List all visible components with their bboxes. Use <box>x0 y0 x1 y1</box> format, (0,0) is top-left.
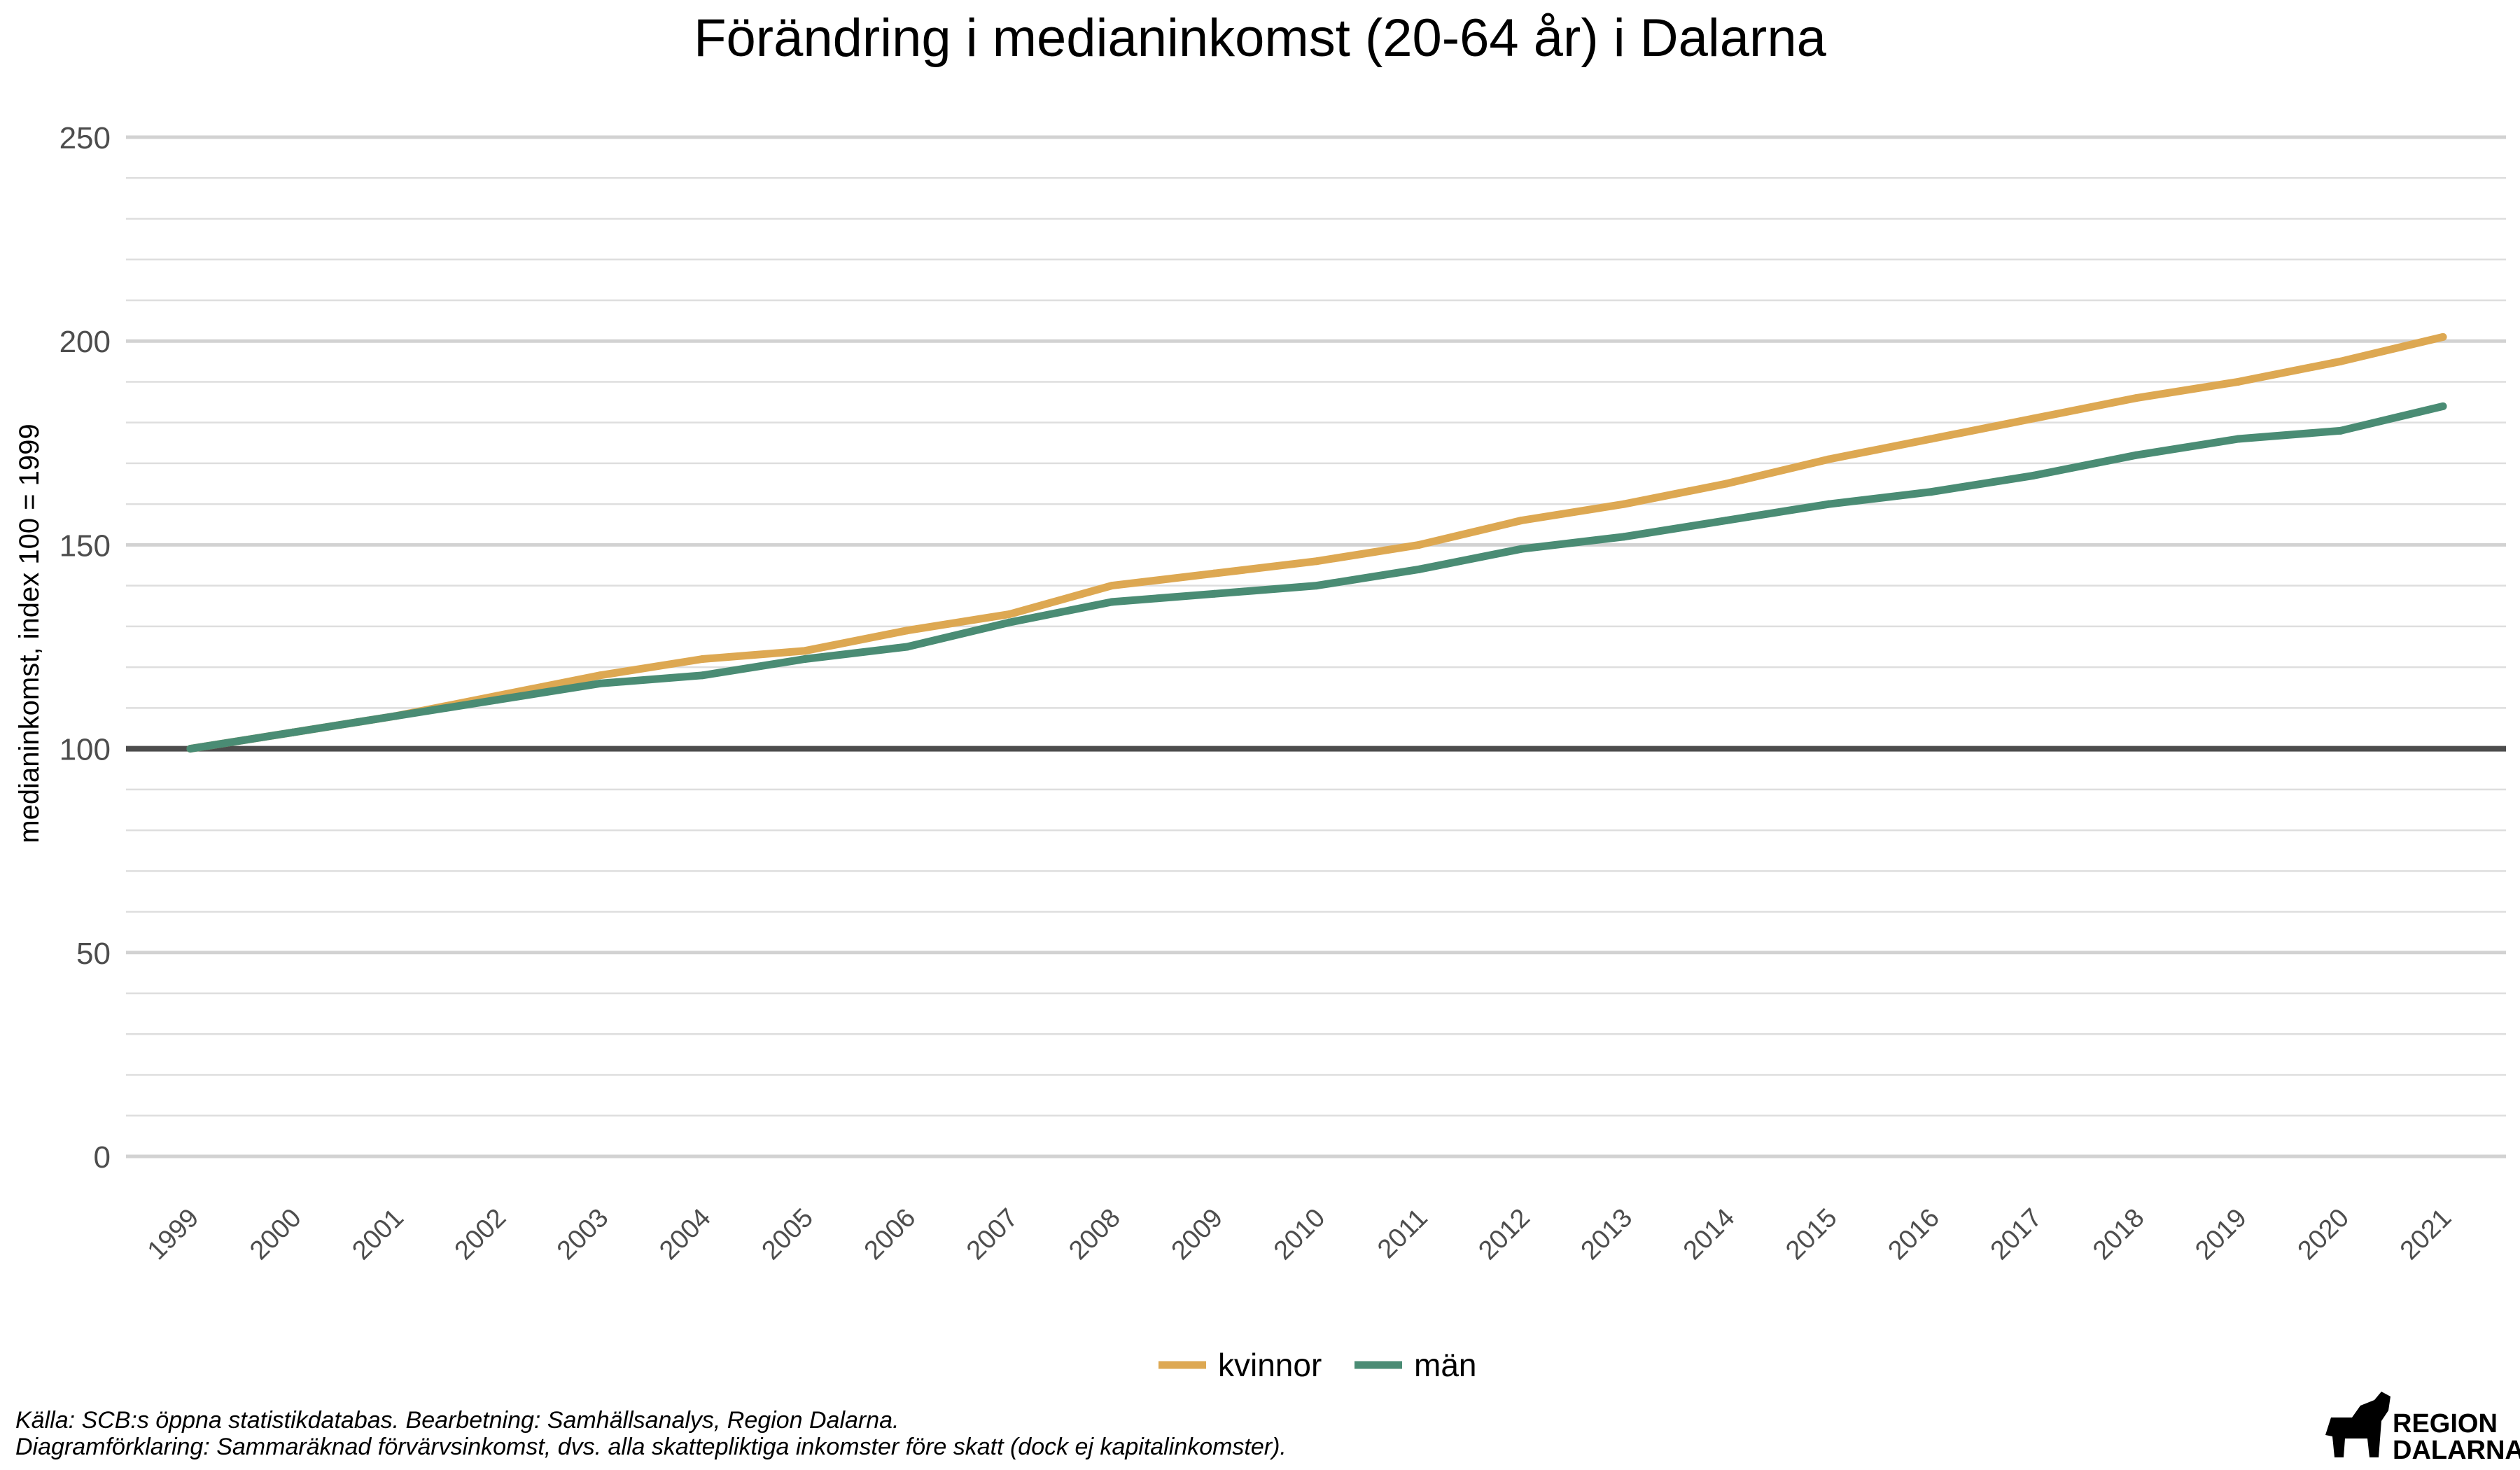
x-tick-label: 2021 <box>2395 1203 2457 1266</box>
data-point <box>1415 565 1423 573</box>
y-tick-label: 50 <box>76 937 111 971</box>
y-axis-ticks: 0 50 100 150 200 250 <box>59 121 111 1175</box>
series-kvinnor <box>186 332 2447 753</box>
data-point <box>391 712 400 720</box>
data-point <box>1927 488 1935 496</box>
series-line <box>186 332 2447 753</box>
data-point <box>1005 610 1014 618</box>
logo-text-dalarna: DALARNA <box>2393 1436 2520 1465</box>
data-point <box>2337 426 2345 435</box>
x-tick-label: 2004 <box>654 1203 716 1266</box>
data-point <box>2439 332 2447 341</box>
x-tick-label: 2010 <box>1268 1203 1331 1266</box>
x-tick-label: 2019 <box>2190 1203 2252 1266</box>
legend-label: kvinnor <box>1218 1347 1322 1383</box>
data-point <box>2234 377 2242 386</box>
data-point <box>2132 451 2140 459</box>
data-point <box>1722 479 1730 488</box>
x-tick-label: 2009 <box>1166 1203 1228 1266</box>
y-tick-label: 200 <box>59 325 111 359</box>
y-tick-label: 100 <box>59 733 111 767</box>
x-tick-label: 2006 <box>859 1203 921 1266</box>
x-tick-label: 2001 <box>346 1203 409 1266</box>
data-point <box>186 745 195 753</box>
legend: kvinnor män <box>1158 1347 1476 1383</box>
x-tick-label: 2007 <box>961 1203 1023 1266</box>
data-point <box>903 643 911 651</box>
region-dalarna-logo: REGION DALARNA <box>2325 1392 2520 1465</box>
data-point <box>2234 435 2242 443</box>
y-tick-label: 250 <box>59 121 111 155</box>
chart-title: Förändring i medianinkomst (20-64 år) i … <box>694 8 1827 68</box>
data-point <box>2132 394 2140 402</box>
x-tick-label: 2008 <box>1063 1203 1126 1266</box>
x-tick-label: 2015 <box>1780 1203 1842 1266</box>
x-tick-label: 2011 <box>1372 1203 1433 1264</box>
data-point <box>1312 582 1321 590</box>
y-axis-label: medianinkomst, index 100 = 1999 <box>14 424 45 843</box>
data-point <box>1210 569 1219 578</box>
data-point <box>801 654 809 663</box>
data-point <box>2029 414 2038 423</box>
data-point <box>288 728 297 736</box>
data-point <box>596 679 604 687</box>
data-point <box>1620 533 1628 541</box>
data-point <box>2337 357 2345 365</box>
data-point <box>1210 589 1219 598</box>
series-line <box>186 402 2447 753</box>
data-point <box>493 696 502 704</box>
legend-item-kvinnor: kvinnor <box>1158 1347 1322 1383</box>
data-point <box>698 654 706 663</box>
legend-label: män <box>1414 1347 1476 1383</box>
data-point <box>1415 540 1423 549</box>
explanation-caption: Diagramförklaring: Sammaräknad förvärvsi… <box>15 1434 1287 1460</box>
data-point <box>903 626 911 635</box>
x-tick-label: 2016 <box>1883 1203 1945 1266</box>
data-point <box>1824 500 1833 508</box>
data-point <box>698 671 706 680</box>
data-point <box>2439 402 2447 410</box>
series-lines <box>126 332 2506 753</box>
x-tick-label: 2002 <box>449 1203 512 1266</box>
x-tick-label: 2020 <box>2292 1203 2355 1266</box>
x-tick-label: 2017 <box>1985 1203 2047 1266</box>
x-tick-label: 2018 <box>2087 1203 2150 1266</box>
data-point <box>1518 516 1526 524</box>
legend-item-män: män <box>1354 1347 1476 1383</box>
source-caption: Källa: SCB:s öppna statistikdatabas. Bea… <box>15 1407 899 1434</box>
logo-text-region: REGION <box>2393 1409 2498 1438</box>
x-tick-label: 2013 <box>1576 1203 1638 1266</box>
data-point <box>801 647 809 655</box>
x-tick-label: 1999 <box>142 1203 204 1266</box>
x-tick-label: 2000 <box>244 1203 307 1266</box>
x-tick-label: 2003 <box>552 1203 614 1266</box>
x-axis-ticks: 1999 2000 2001 2002 2003 2004 2005 2006 2007 2008… <box>142 1203 2457 1266</box>
data-point <box>1107 598 1116 606</box>
data-point <box>1005 618 1014 626</box>
y-tick-label: 150 <box>59 528 111 563</box>
data-point <box>1107 582 1116 590</box>
x-tick-label: 2005 <box>757 1203 819 1266</box>
data-point <box>1312 557 1321 566</box>
data-point <box>1620 500 1628 508</box>
data-point <box>1722 516 1730 524</box>
series-män <box>186 402 2447 753</box>
dala-horse-icon <box>2325 1392 2390 1457</box>
data-point <box>1518 545 1526 553</box>
data-point <box>1927 435 1935 443</box>
data-point <box>1824 455 1833 463</box>
data-point <box>596 671 604 680</box>
data-point <box>2029 471 2038 479</box>
x-tick-label: 2014 <box>1678 1203 1740 1266</box>
grid <box>126 135 2506 1158</box>
x-tick-label: 2012 <box>1473 1203 1535 1266</box>
y-tick-label: 0 <box>94 1140 111 1175</box>
